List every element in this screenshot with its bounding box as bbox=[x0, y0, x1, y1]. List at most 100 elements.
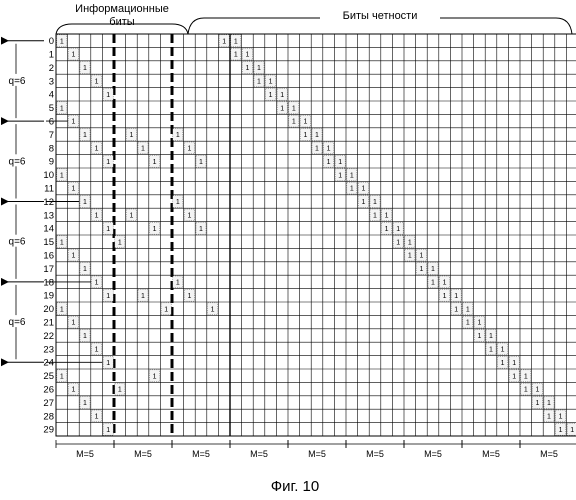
cell-one-label: 1 bbox=[315, 132, 319, 139]
cell-one-label: 1 bbox=[106, 293, 110, 300]
cell-one-label: 1 bbox=[245, 65, 249, 72]
cell-one-label: 1 bbox=[95, 347, 99, 354]
matrix-cell-one: 1 bbox=[57, 236, 67, 248]
matrix-cell-one: 1 bbox=[173, 276, 183, 288]
cell-one-label: 1 bbox=[60, 306, 64, 313]
matrix-cell-one: 1 bbox=[80, 129, 90, 141]
matrix-cell-one: 1 bbox=[266, 88, 276, 100]
cell-one-label: 1 bbox=[327, 146, 331, 153]
matrix-cell-one: 1 bbox=[463, 303, 473, 315]
matrix-cell-one: 1 bbox=[92, 142, 102, 154]
cell-one-label: 1 bbox=[95, 79, 99, 86]
matrix-cell-one: 1 bbox=[474, 330, 484, 342]
matrix-cell-one: 1 bbox=[126, 209, 136, 221]
row-index-label: 1 bbox=[49, 50, 54, 61]
matrix-cell-one: 1 bbox=[300, 115, 310, 127]
matrix-cell-one: 1 bbox=[544, 397, 554, 409]
cell-one-label: 1 bbox=[106, 427, 110, 434]
matrix-cell-one: 1 bbox=[92, 343, 102, 355]
matrix-cell-one: 1 bbox=[184, 142, 194, 154]
matrix-cell-one: 1 bbox=[416, 249, 426, 261]
matrix-cell-one: 1 bbox=[92, 410, 102, 422]
row-index-label: 12 bbox=[43, 197, 54, 208]
cell-one-label: 1 bbox=[431, 266, 435, 273]
matrix-cell-one: 1 bbox=[440, 289, 450, 301]
matrix-grid bbox=[56, 34, 576, 436]
cell-one-label: 1 bbox=[501, 360, 505, 367]
matrix-cell-one: 1 bbox=[242, 48, 252, 60]
cell-one-label: 1 bbox=[83, 333, 87, 340]
cell-one-label: 1 bbox=[269, 79, 273, 86]
cell-one-label: 1 bbox=[408, 253, 412, 260]
cell-one-label: 1 bbox=[385, 226, 389, 233]
cell-one-label: 1 bbox=[106, 92, 110, 99]
matrix-cell-one: 1 bbox=[289, 102, 299, 114]
row-index-label: 15 bbox=[43, 237, 54, 248]
cell-one-label: 1 bbox=[361, 199, 365, 206]
cell-one-label: 1 bbox=[419, 253, 423, 260]
matrix-cell-one: 1 bbox=[509, 370, 519, 382]
matrix-cell-one: 1 bbox=[370, 209, 380, 221]
matrix-cell-one: 1 bbox=[521, 383, 531, 395]
matrix-cell-one: 1 bbox=[382, 222, 392, 234]
row-index-label: 17 bbox=[43, 264, 54, 275]
matrix-cell-one: 1 bbox=[57, 169, 67, 181]
matrix-cell-one: 1 bbox=[68, 316, 78, 328]
cell-one-label: 1 bbox=[292, 119, 296, 126]
cell-one-label: 1 bbox=[419, 266, 423, 273]
cell-one-label: 1 bbox=[489, 333, 493, 340]
block-size-label: M=5 bbox=[366, 449, 384, 459]
cell-one-label: 1 bbox=[547, 400, 551, 407]
cell-one-label: 1 bbox=[292, 105, 296, 112]
row-index-label: 2 bbox=[49, 63, 54, 74]
cell-one-label: 1 bbox=[466, 306, 470, 313]
matrix-cell-one: 1 bbox=[440, 276, 450, 288]
matrix-cell-one: 1 bbox=[289, 115, 299, 127]
cell-one-label: 1 bbox=[60, 239, 64, 246]
matrix-cell-one: 1 bbox=[463, 316, 473, 328]
cell-one-label: 1 bbox=[71, 320, 75, 327]
cell-one-label: 1 bbox=[71, 52, 75, 59]
cell-one-label: 1 bbox=[570, 427, 574, 434]
cell-one-label: 1 bbox=[153, 373, 157, 380]
cell-one-label: 1 bbox=[524, 387, 528, 394]
cell-one-label: 1 bbox=[95, 213, 99, 220]
cell-one-label: 1 bbox=[396, 226, 400, 233]
matrix-cell-one: 1 bbox=[57, 35, 67, 47]
cell-one-label: 1 bbox=[106, 159, 110, 166]
matrix-cell-one: 1 bbox=[103, 289, 113, 301]
row-index-label: 0 bbox=[49, 36, 54, 47]
matrix-cell-one: 1 bbox=[405, 249, 415, 261]
matrix-cell-one: 1 bbox=[451, 303, 461, 315]
matrix-cell-one: 1 bbox=[231, 35, 241, 47]
matrix-cell-one: 1 bbox=[486, 343, 496, 355]
m-brackets: M=5M=5M=5M=5M=5M=5M=5M=5M=5 bbox=[56, 440, 576, 459]
cell-one-label: 1 bbox=[477, 333, 481, 340]
group-size-label: q=6 bbox=[9, 237, 26, 248]
group-size-label: q=6 bbox=[9, 76, 26, 87]
cell-one-label: 1 bbox=[361, 186, 365, 193]
matrix-cell-one: 1 bbox=[126, 129, 136, 141]
matrix-cell-one: 1 bbox=[451, 289, 461, 301]
cell-one-label: 1 bbox=[95, 146, 99, 153]
matrix-cell-one: 1 bbox=[161, 303, 171, 315]
cell-one-label: 1 bbox=[269, 92, 273, 99]
matrix-cell-one: 1 bbox=[57, 102, 67, 114]
matrix-cell-one: 1 bbox=[80, 196, 90, 208]
cell-one-label: 1 bbox=[234, 38, 238, 45]
cell-one-label: 1 bbox=[338, 172, 342, 179]
row-index-label: 24 bbox=[43, 358, 54, 369]
cell-one-label: 1 bbox=[141, 146, 145, 153]
cell-one-label: 1 bbox=[443, 293, 447, 300]
matrix-cell-one: 1 bbox=[347, 182, 357, 194]
matrix-cell-one: 1 bbox=[103, 356, 113, 368]
matrix-cell-one: 1 bbox=[208, 303, 218, 315]
cell-one-label: 1 bbox=[95, 414, 99, 421]
cell-one-label: 1 bbox=[106, 360, 110, 367]
cell-one-label: 1 bbox=[187, 213, 191, 220]
matrix-cell-one: 1 bbox=[393, 222, 403, 234]
cell-one-label: 1 bbox=[327, 159, 331, 166]
matrix-cell-one: 1 bbox=[428, 263, 438, 275]
cell-one-label: 1 bbox=[60, 38, 64, 45]
